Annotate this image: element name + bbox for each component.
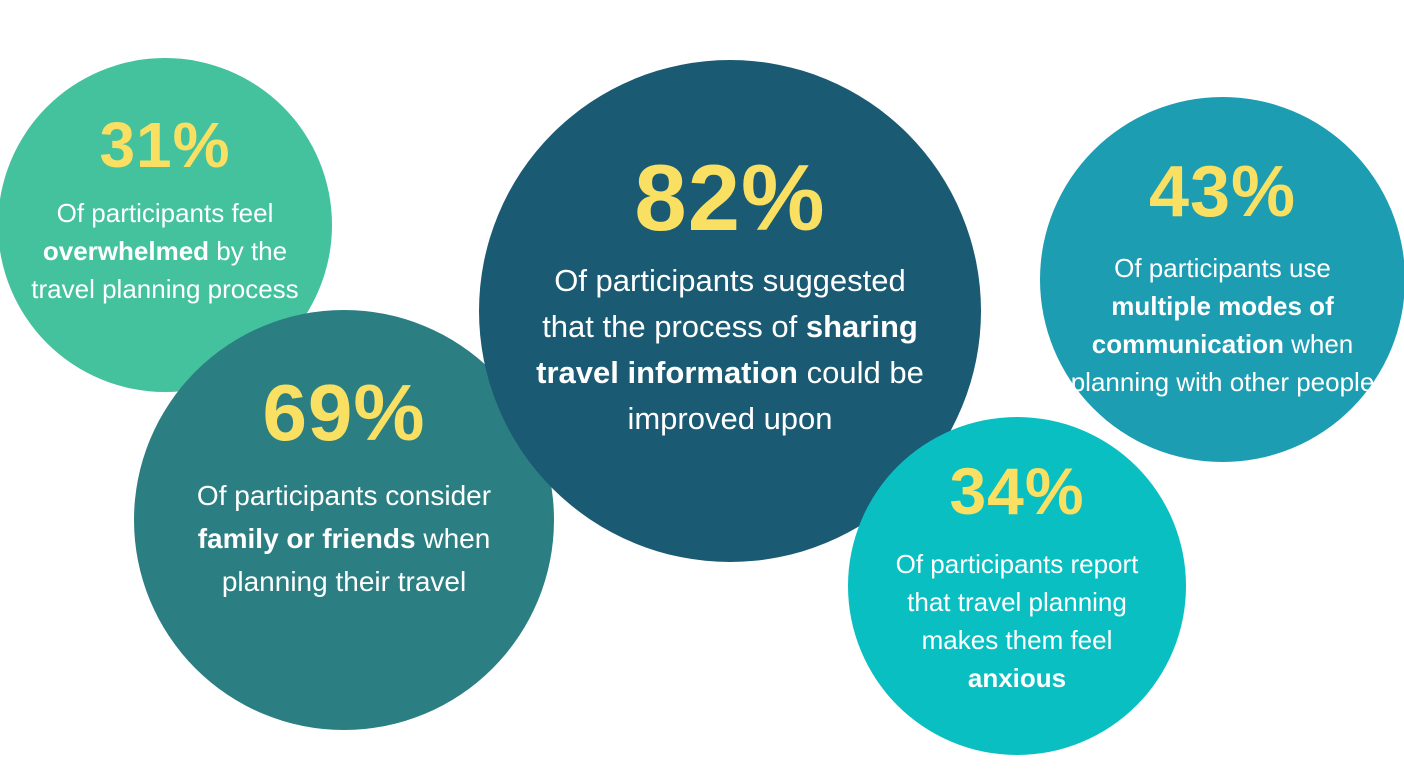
stat-text-bold: anxious	[967, 663, 1067, 693]
stat-description: Of participants use multiple modes of co…	[1068, 249, 1377, 401]
stat-bubble-overwhelmed: 31% Of participants feel overwhelmed by …	[0, 58, 332, 392]
stat-description: Of participants suggested that the proce…	[525, 258, 935, 442]
stat-bubble-communication: 43% Of participants use multiple modes o…	[1040, 97, 1404, 462]
stat-text-after: when planning their travel	[221, 523, 491, 597]
stat-text-before: Of participants report that travel plann…	[895, 549, 1139, 655]
stat-description: Of participants consider family or frien…	[196, 474, 492, 603]
stat-text-after: could be improved upon	[627, 355, 924, 436]
stat-percent: 43%	[1148, 152, 1297, 232]
stat-percent: 82%	[634, 145, 826, 250]
stat-percent: 31%	[99, 109, 231, 181]
stat-text-before: Of participants consider	[196, 480, 492, 511]
stat-text-before: Of participants feel	[56, 198, 274, 228]
stat-text-bold: overwhelmed	[42, 236, 210, 266]
stat-text-bold: sharing travel information	[536, 309, 918, 390]
stat-text-before: Of participants suggested that the proce…	[542, 263, 906, 344]
stat-percent: 34%	[949, 454, 1085, 528]
stat-text-after: by the travel planning process	[31, 236, 299, 304]
stat-description: Of participants feel overwhelmed by the …	[18, 194, 312, 308]
stat-text-before: Of participants use	[1114, 253, 1331, 283]
stat-bubble-family-friends: 69% Of participants consider family or f…	[134, 310, 554, 730]
stat-text-bold: multiple modes of communication	[1091, 291, 1334, 359]
stat-description: Of participants report that travel plann…	[884, 545, 1150, 697]
stat-bubble-anxious: 34% Of participants report that travel p…	[848, 417, 1186, 755]
stat-text-after: when planning with other people	[1070, 329, 1375, 397]
stat-text-bold: family or friends	[197, 523, 416, 554]
stat-percent: 69%	[262, 368, 426, 457]
